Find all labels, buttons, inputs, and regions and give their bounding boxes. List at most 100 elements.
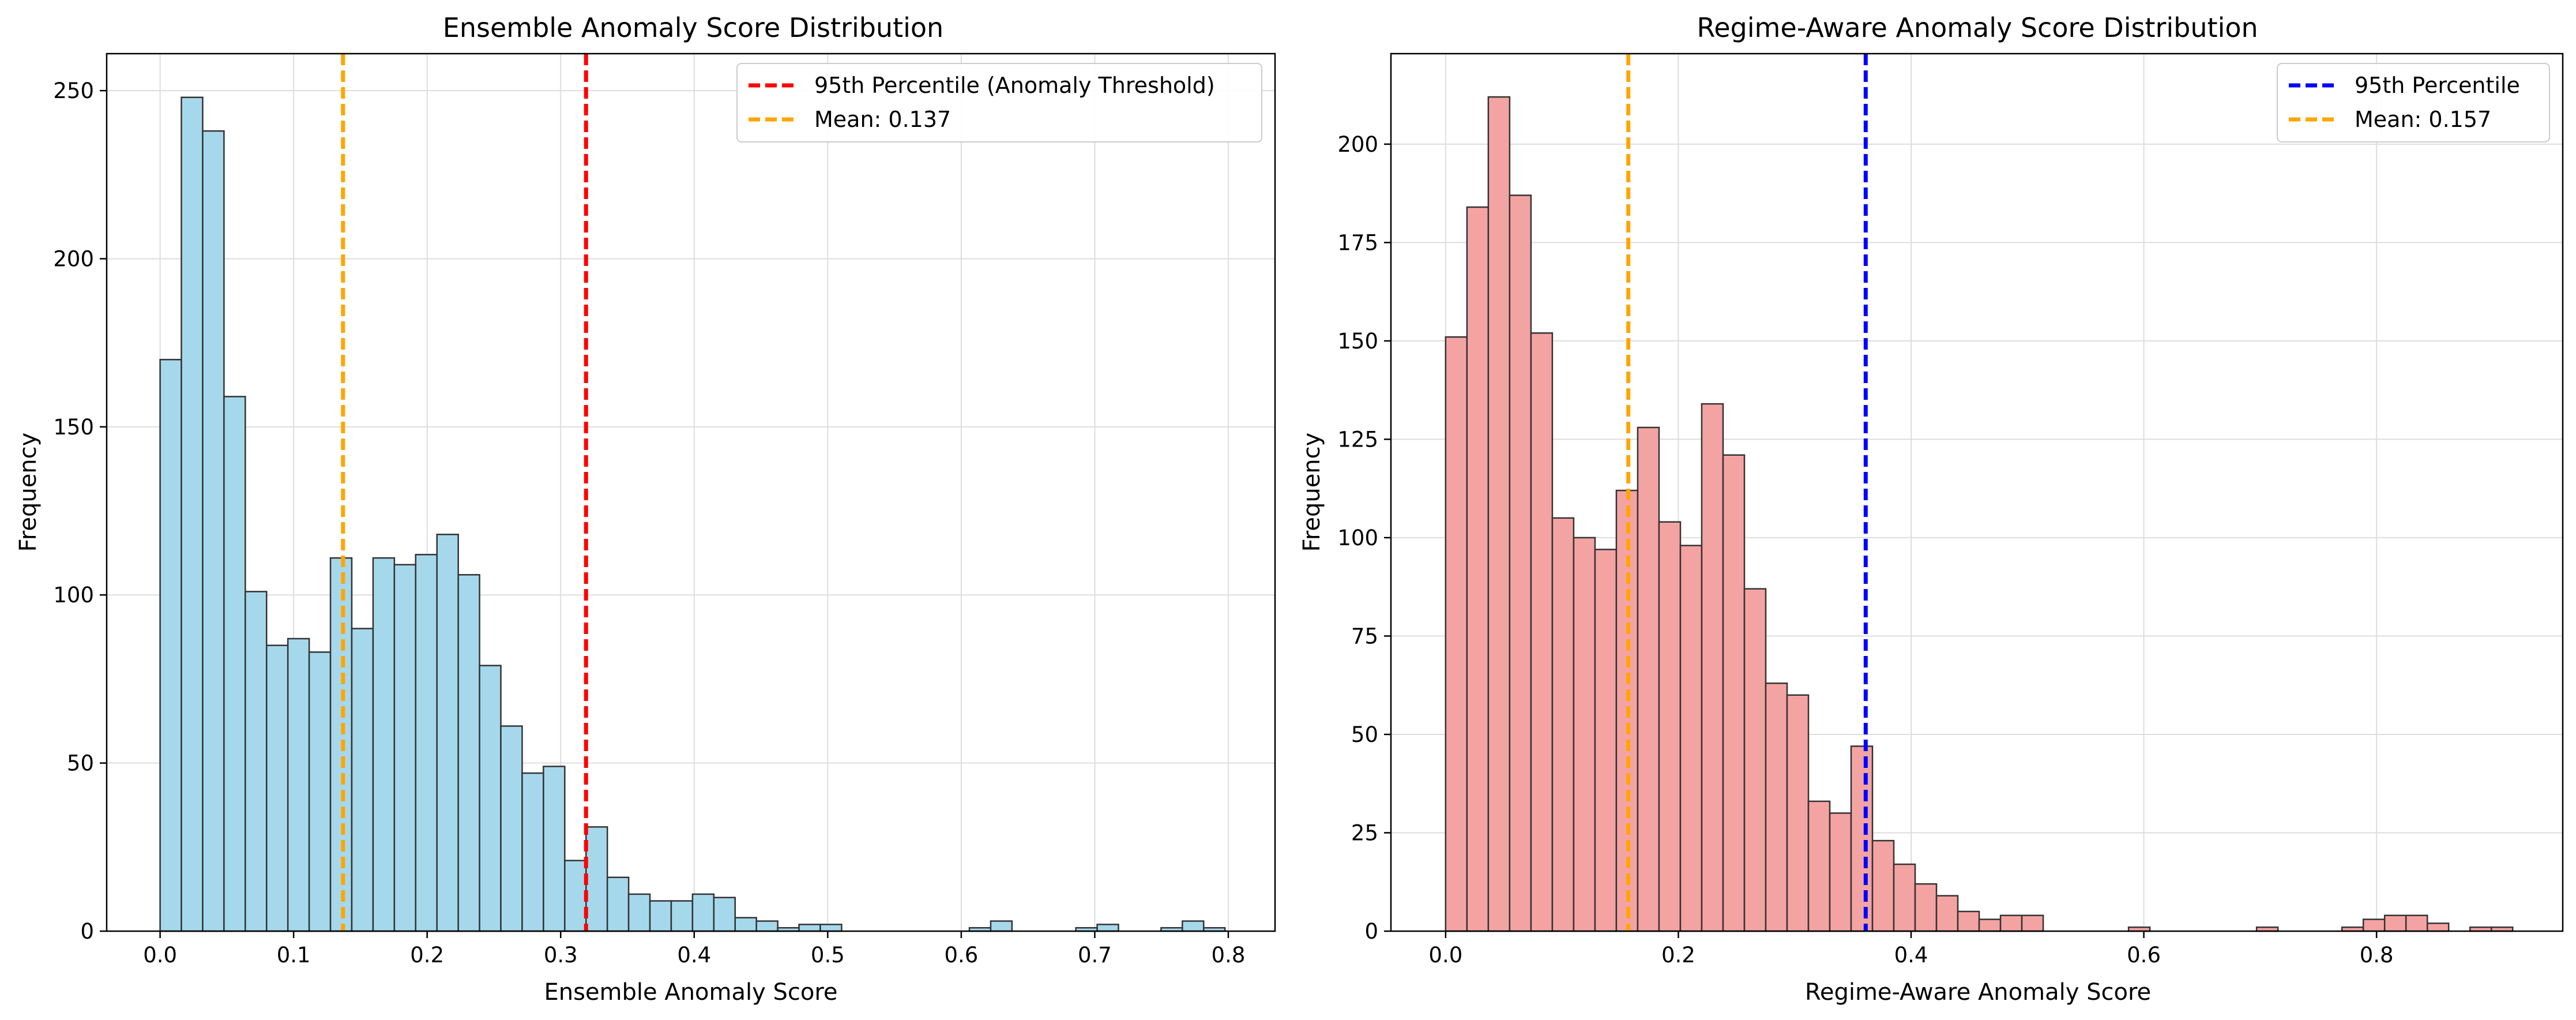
histogram-bar — [798, 924, 821, 932]
y-tick-label: 175 — [1337, 230, 1378, 255]
histogram-bar — [457, 574, 480, 932]
histogram-bar — [202, 130, 225, 932]
x-tick-label: 0.5 — [811, 943, 845, 967]
histogram-bar — [1466, 206, 1490, 932]
legend-label-mean: Mean: 0.157 — [2355, 107, 2491, 132]
histogram-bar — [1807, 800, 1831, 932]
legend-label-threshold: 95th Percentile — [2355, 73, 2520, 98]
histogram-bar — [1096, 924, 1119, 932]
y-tick-label: 100 — [53, 583, 94, 608]
histogram-bars — [1445, 96, 2514, 932]
x-ticks: 0.0 0.1 0.2 0.3 0.4 0.5 0.6 0.7 0.8 — [143, 931, 1245, 967]
y-tick-label: 100 — [1337, 526, 1378, 550]
histogram-bar — [670, 900, 694, 932]
chart-regime-aware: Regime-Aware Anomaly Score Distribution … — [1299, 12, 2564, 1006]
x-axis-label: Regime-Aware Anomaly Score — [1805, 979, 2151, 1006]
histogram-bar — [1445, 336, 1468, 932]
histogram-bar — [1679, 545, 1703, 932]
histogram-bar — [1765, 682, 1788, 932]
histogram-bar — [585, 826, 608, 932]
histogram-bar — [1573, 537, 1596, 932]
histogram-bar — [1182, 920, 1205, 932]
histogram-bar — [351, 628, 374, 932]
x-tick-label: 0.8 — [1212, 943, 1246, 967]
y-axis-label: Frequency — [1299, 433, 1325, 552]
histogram-bar — [691, 893, 715, 932]
x-tick-label: 0.6 — [944, 943, 978, 967]
histogram-bar — [734, 917, 757, 932]
legend-box — [736, 63, 1262, 142]
histogram-bar — [1978, 918, 2002, 932]
histogram-bar — [266, 644, 289, 932]
y-tick-label: 125 — [1337, 427, 1378, 452]
histogram-bar — [819, 924, 843, 932]
plot-frame — [1390, 52, 2564, 932]
y-tick-label: 0 — [1364, 919, 1378, 944]
histogram-bar — [223, 396, 246, 932]
histogram-bar — [2383, 914, 2407, 932]
histogram-bar — [1999, 914, 2023, 932]
y-tick-label: 0 — [80, 919, 94, 944]
x-tick-label: 0.0 — [1428, 943, 1462, 967]
histogram-bar — [2426, 922, 2450, 932]
histogram-bar — [372, 557, 396, 932]
histogram-bar — [1850, 745, 1874, 932]
plot-frame — [106, 52, 1276, 932]
histogram-bar — [479, 665, 502, 932]
x-axis-label: Ensemble Anomaly Score — [544, 979, 837, 1006]
x-tick-label: 0.4 — [1894, 943, 1928, 967]
histogram-bar — [1551, 517, 1575, 932]
histogram-bar — [1722, 454, 1746, 932]
histogram-bar — [1594, 549, 1618, 932]
histogram-bar — [2021, 914, 2044, 932]
y-tick-label: 25 — [1351, 820, 1378, 845]
chart-title: Regime-Aware Anomaly Score Distribution — [1697, 12, 2258, 43]
histogram-bar — [1487, 96, 1511, 932]
histogram-bar — [1829, 812, 1852, 932]
histogram-bar — [755, 920, 779, 932]
histogram-bar — [1743, 588, 1767, 932]
y-tick-label: 200 — [1337, 132, 1378, 157]
x-tick-label: 0.1 — [277, 943, 311, 967]
x-tick-label: 0.4 — [677, 943, 711, 967]
histogram-bar — [627, 893, 651, 932]
histogram-bar — [180, 96, 204, 932]
y-tick-label: 150 — [1337, 329, 1378, 354]
histogram-bar — [245, 591, 268, 932]
histogram-bar — [606, 876, 630, 932]
histogram-bar — [1786, 694, 1810, 932]
x-tick-label: 0.2 — [410, 943, 444, 967]
legend: 95th Percentile (Anomaly Threshold) Mean… — [736, 63, 1262, 142]
histogram-bar — [500, 725, 523, 932]
chart-title: Ensemble Anomaly Score Distribution — [443, 12, 943, 43]
reference-lines — [341, 54, 588, 931]
x-tick-label: 0.0 — [143, 943, 177, 967]
legend-label-threshold: 95th Percentile (Anomaly Threshold) — [814, 73, 1215, 98]
x-tick-label: 0.3 — [544, 943, 578, 967]
histogram-bar — [2362, 918, 2386, 932]
histogram-bar — [1957, 910, 1980, 932]
x-tick-label: 0.8 — [2360, 943, 2394, 967]
y-tick-label: 250 — [53, 78, 94, 103]
y-ticks: 0 50 100 150 200 250 — [53, 78, 107, 944]
histogram-bar — [1871, 839, 1895, 932]
y-tick-label: 200 — [53, 246, 94, 271]
histogram-bar — [1509, 194, 1532, 932]
histogram-bar — [1637, 426, 1660, 932]
x-tick-label: 0.2 — [1661, 943, 1695, 967]
histogram-bar — [1701, 403, 1724, 932]
histogram-bar — [1530, 332, 1554, 932]
legend-label-mean: Mean: 0.137 — [814, 107, 951, 132]
y-tick-label: 50 — [67, 751, 94, 776]
histogram-bar — [1658, 521, 1682, 932]
chart-ensemble: Ensemble Anomaly Score Distribution 0.0 0… — [15, 12, 1276, 1006]
grid — [107, 54, 1275, 932]
histogram-bar — [990, 920, 1013, 932]
reference-lines — [1626, 54, 1868, 931]
histogram-bar — [1914, 883, 1938, 932]
x-tick-label: 0.6 — [2127, 943, 2161, 967]
legend: 95th Percentile Mean: 0.157 — [2277, 63, 2550, 142]
histogram-bar — [308, 651, 332, 932]
histogram-bar — [2405, 914, 2428, 932]
